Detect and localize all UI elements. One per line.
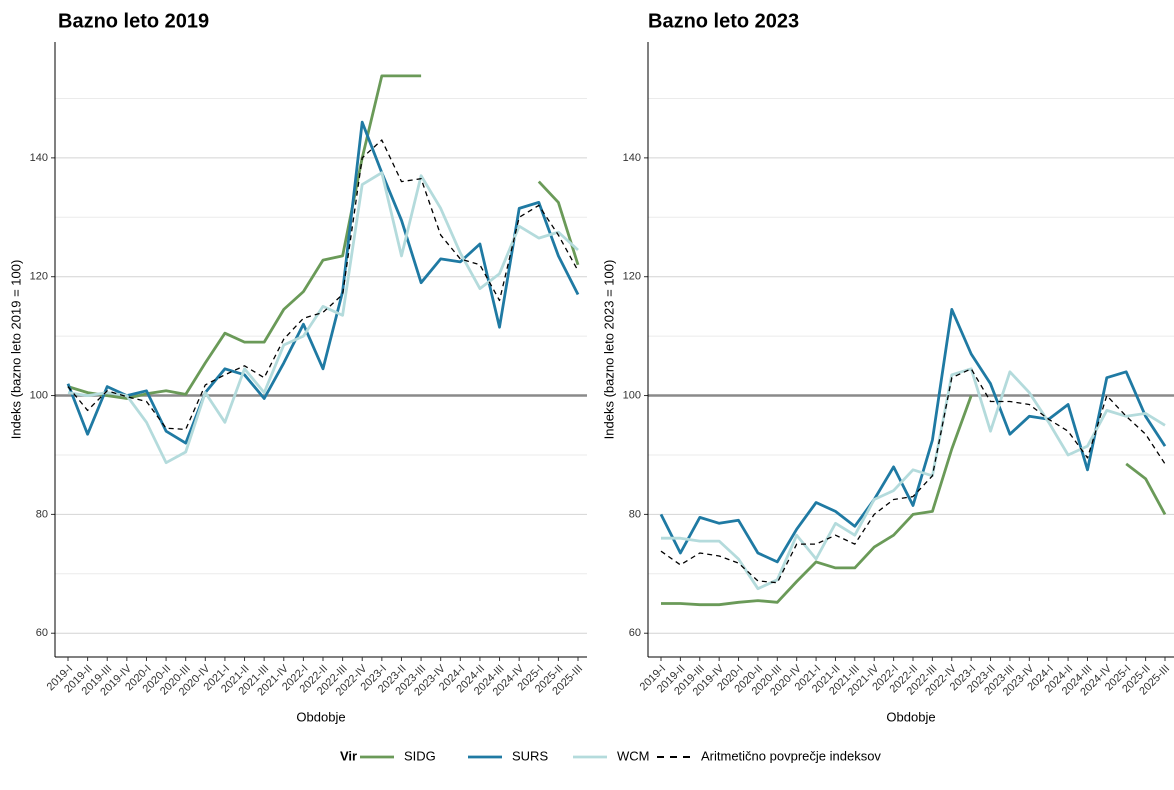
y-tick-label: 140 [30, 152, 48, 164]
x-axis-label: Obdobje [296, 709, 345, 724]
line-series [659, 308, 1167, 564]
chart-title: Bazno leto 2023 [648, 10, 799, 32]
legend-label: SURS [512, 748, 548, 763]
line-series [66, 120, 580, 445]
legend-title: Vir [340, 748, 357, 763]
y-tick-label: 100 [623, 389, 641, 401]
line-series [67, 171, 579, 465]
y-tick-label: 140 [623, 152, 641, 164]
line-series [67, 139, 579, 431]
y-tick-label: 60 [629, 627, 641, 639]
chart-title: Bazno leto 2019 [58, 10, 209, 32]
y-tick-label: 120 [623, 271, 641, 283]
y-tick-label: 60 [36, 627, 48, 639]
y-tick-label: 80 [629, 508, 641, 520]
legend-label: Aritmetično povprečje indeksov [701, 748, 881, 763]
y-tick-label: 100 [30, 389, 48, 401]
y-tick-label: 120 [30, 271, 48, 283]
y-axis-label: Indeks (bazno leto 2019 = 100) [8, 260, 23, 440]
legend-label: SIDG [404, 748, 436, 763]
line-series [661, 367, 1166, 591]
line-series [67, 74, 422, 400]
y-tick-label: 80 [36, 508, 48, 520]
line-series [661, 395, 973, 607]
legend-label: WCM [617, 748, 650, 763]
y-axis-label: Indeks (bazno leto 2023 = 100) [601, 260, 616, 440]
x-axis-label: Obdobje [886, 709, 935, 724]
line-series [660, 368, 1166, 584]
line-series [1125, 462, 1167, 516]
